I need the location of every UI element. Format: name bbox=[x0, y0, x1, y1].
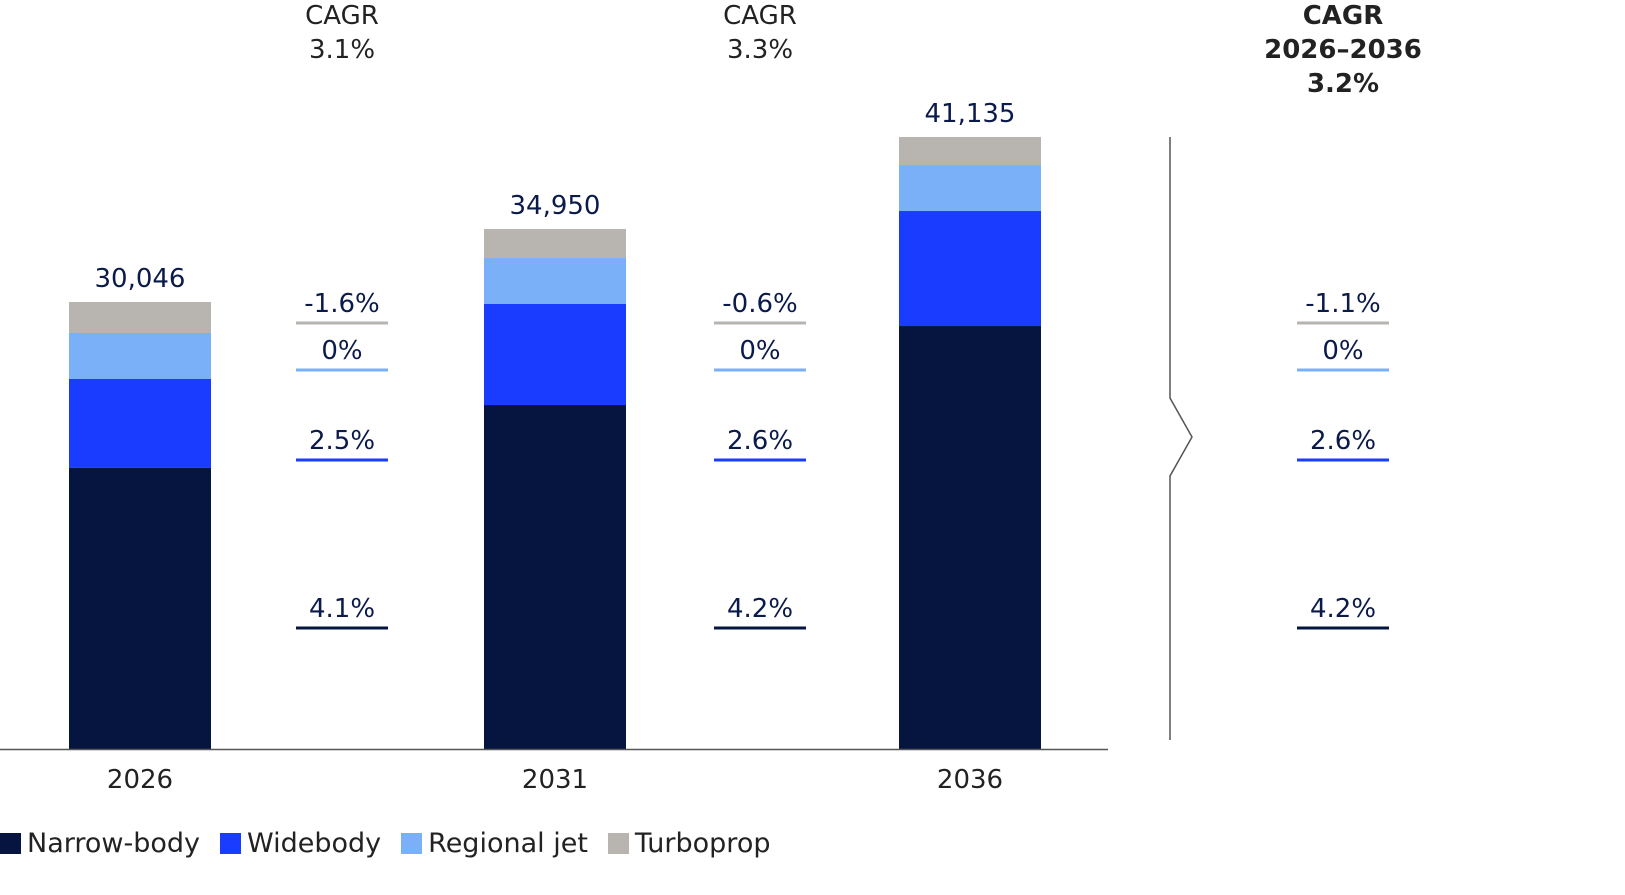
stacked-bar-chart: 30,046 2026 34,950 2031 41,135 2036 CAGR 3.1% -1… bbox=[0, 1, 1422, 795]
legend-swatch bbox=[0, 833, 21, 854]
bar-segment-narrow-body bbox=[899, 326, 1041, 749]
cagr-rate-label: 0% bbox=[739, 336, 780, 366]
bar-segment-widebody bbox=[899, 211, 1041, 327]
legend-label: Regional jet bbox=[428, 828, 588, 859]
bar-segment-narrow-body bbox=[484, 405, 626, 749]
x-tick-label: 2036 bbox=[937, 765, 1003, 795]
cagr-rate-label: -0.6% bbox=[722, 289, 797, 319]
legend-item: Widebody bbox=[220, 828, 381, 859]
legend-label: Narrow-body bbox=[27, 828, 200, 859]
cagr-rate-label: 2.6% bbox=[1310, 426, 1376, 456]
cagr-rate-label: -1.1% bbox=[1305, 289, 1380, 319]
legend-swatch bbox=[607, 833, 629, 854]
legend-swatch bbox=[220, 833, 241, 854]
legend-label: Widebody bbox=[247, 828, 382, 859]
cagr-rate-label: 2.5% bbox=[309, 426, 375, 456]
cagr-title: 3.2% bbox=[1307, 69, 1379, 99]
legend: Narrow-body Widebody Regional jet Turboprop bbox=[0, 828, 770, 859]
cagr-title: 2026–2036 bbox=[1264, 35, 1422, 65]
total-label: 34,950 bbox=[510, 191, 601, 221]
bar-segment-regional-jet bbox=[484, 258, 626, 305]
bar-segment-regional-jet bbox=[69, 333, 211, 379]
cagr-title: 3.1% bbox=[309, 35, 375, 65]
legend-item: Regional jet bbox=[401, 828, 588, 859]
bracket bbox=[1169, 137, 1193, 740]
cagr-rate-label: 2.6% bbox=[727, 426, 793, 456]
total-label: 41,135 bbox=[925, 99, 1016, 129]
bar-segment-turboprop bbox=[484, 229, 626, 259]
legend-item: Narrow-body bbox=[0, 828, 200, 859]
bar-segment-narrow-body bbox=[69, 467, 211, 749]
legend-item: Turboprop bbox=[607, 828, 771, 859]
total-label: 30,046 bbox=[95, 264, 186, 294]
cagr-rate-label: 4.2% bbox=[1310, 594, 1376, 624]
cagr-rate-label: 4.1% bbox=[309, 594, 375, 624]
bar-segment-widebody bbox=[69, 378, 211, 468]
cagr-rate-label: 4.2% bbox=[727, 594, 793, 624]
x-tick-label: 2026 bbox=[107, 765, 173, 795]
cagr-title: CAGR bbox=[305, 1, 379, 31]
legend-label: Turboprop bbox=[634, 828, 771, 859]
cagr-title: CAGR bbox=[1303, 1, 1384, 31]
cagr-title: 3.3% bbox=[727, 35, 793, 65]
bar-segment-turboprop bbox=[69, 301, 211, 334]
bar-segment-turboprop bbox=[899, 137, 1041, 166]
cagr-rate-label: 0% bbox=[1322, 336, 1363, 366]
cagr-rate-label: -1.6% bbox=[304, 289, 379, 319]
cagr-rate-label: 0% bbox=[321, 336, 362, 366]
bar-segment-regional-jet bbox=[899, 165, 1041, 212]
x-tick-label: 2031 bbox=[522, 765, 588, 795]
cagr-title: CAGR bbox=[723, 1, 797, 31]
bar-segment-widebody bbox=[484, 304, 626, 406]
legend-swatch bbox=[401, 833, 423, 854]
